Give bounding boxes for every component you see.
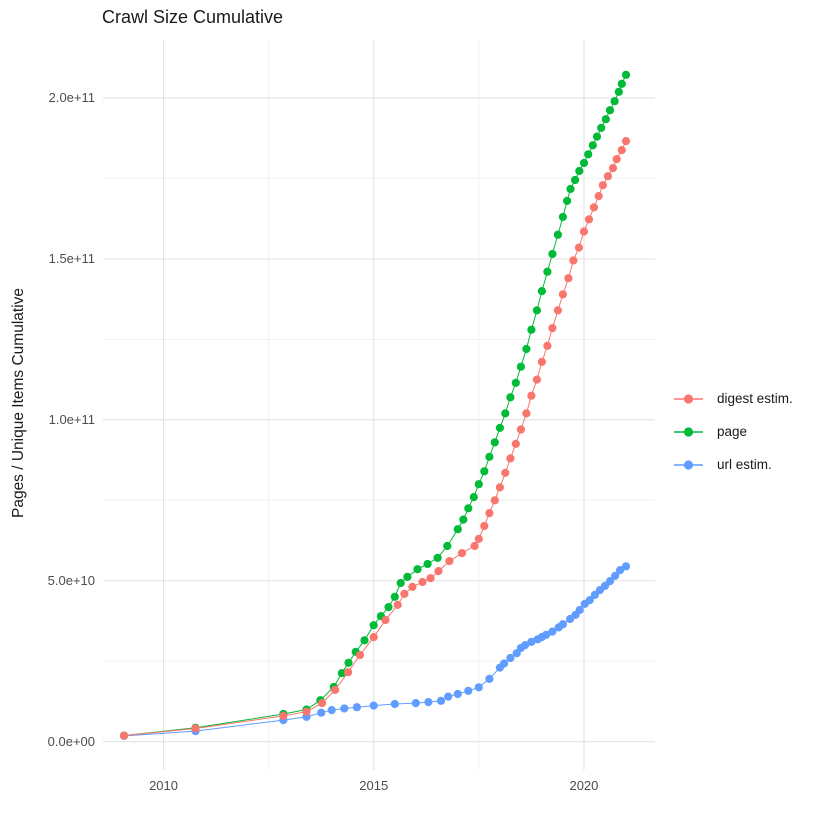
- y-axis-title: Pages / Unique Items Cumulative: [10, 288, 28, 518]
- legend-item-page: page: [673, 415, 793, 448]
- y-tick-label: 0.0e+00: [47, 733, 95, 749]
- series-url-estim-points: [119, 562, 631, 741]
- series-url-estim: [119, 562, 631, 741]
- x-tick-label: 2010: [149, 778, 178, 793]
- series-url-estim-line: [123, 565, 627, 737]
- y-tick-label: 1.5e+11: [48, 250, 95, 266]
- legend-key-url-estim-icon: [674, 459, 703, 470]
- legend-item-url-estim: url estim.: [673, 448, 793, 481]
- legend-label-digest-estim: digest estim.: [717, 391, 793, 406]
- grid-major-lines: [103, 40, 655, 770]
- legend-key-digest-estim-icon: [674, 393, 703, 404]
- x-tick-label: 2015: [359, 778, 389, 793]
- legend-label-url-estim: url estim.: [717, 457, 772, 472]
- y-tick-label: 2.0e+11: [48, 89, 95, 105]
- chart-title: Crawl Size Cumulative: [102, 7, 284, 27]
- series-digest-estim-points: [119, 137, 631, 740]
- legend-label-page: page: [717, 424, 748, 439]
- y-tick-label: 1.0e+11: [48, 411, 95, 427]
- y-axis-title-text: Pages / Unique Items Cumulative: [10, 287, 27, 519]
- series-digest-estim: [119, 137, 631, 740]
- x-tick-label: 2020: [569, 778, 599, 793]
- series-digest-estim-line: [123, 140, 627, 737]
- legend-key-page-icon: [674, 426, 703, 437]
- legend-item-digest-estim: digest estim.: [673, 382, 793, 415]
- legend: digest estim. page url estim.: [673, 382, 793, 481]
- y-tick-label: 5.0e+10: [47, 572, 95, 588]
- grid-minor-lines: [103, 40, 655, 770]
